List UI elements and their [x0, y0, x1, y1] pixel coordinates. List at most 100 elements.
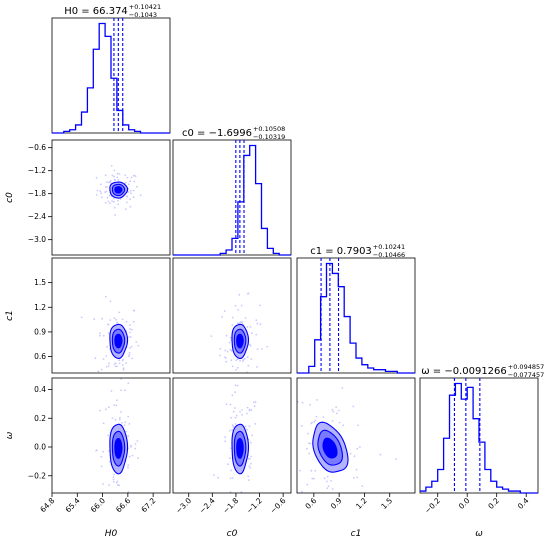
sample-point: [113, 197, 115, 200]
y-tick-label-c0: −0.6: [28, 143, 46, 152]
sample-point: [311, 376, 313, 378]
sample-point: [234, 391, 237, 394]
histogram-c0: [173, 144, 291, 256]
sample-point: [235, 369, 237, 371]
sample-point: [118, 311, 121, 314]
title-plus-H0: +0.10421: [129, 3, 161, 11]
sample-point: [259, 323, 262, 326]
sample-point: [128, 336, 130, 338]
sample-point: [80, 316, 83, 319]
contour-inner: [322, 437, 338, 459]
sample-point: [119, 198, 122, 200]
sample-point: [108, 362, 110, 365]
sample-point: [266, 345, 269, 348]
contour-inner: [114, 186, 123, 194]
sample-point: [130, 192, 132, 195]
sample-point: [121, 318, 124, 321]
sample-point: [395, 458, 397, 460]
sample-point: [120, 411, 122, 413]
sample-point: [230, 349, 233, 352]
panel-content: [297, 376, 397, 518]
sample-point: [213, 474, 215, 476]
sample-point: [244, 425, 247, 428]
sample-point: [240, 491, 243, 493]
sample-point: [297, 400, 299, 403]
sample-point: [96, 189, 99, 192]
sample-point: [248, 497, 250, 499]
sample-point: [248, 465, 251, 468]
title-plus-c1: +0.10241: [373, 243, 405, 251]
sample-point: [133, 174, 136, 177]
sample-point: [229, 403, 232, 406]
sample-point: [128, 353, 131, 356]
sample-point: [335, 406, 337, 408]
sample-point: [246, 412, 248, 415]
sample-point: [249, 325, 252, 328]
sample-point: [130, 444, 133, 447]
sample-point: [113, 169, 116, 172]
sample-point: [252, 401, 255, 404]
sample-point: [135, 341, 138, 343]
panel-H0-w: [51, 377, 171, 494]
y-tick-label-c0: −2.4: [28, 212, 46, 221]
sample-point: [117, 179, 120, 181]
sample-point: [123, 424, 126, 427]
sample-point: [359, 446, 361, 448]
sample-point: [314, 419, 317, 422]
sample-point: [116, 172, 119, 175]
sample-point: [225, 360, 228, 363]
y-tick-label-c0: −1.2: [28, 166, 46, 175]
panel-c0-c1: [172, 257, 292, 374]
sample-point: [250, 358, 253, 360]
sample-point: [114, 214, 116, 216]
sample-point: [330, 516, 332, 518]
sample-point: [124, 174, 127, 177]
sample-point: [239, 411, 241, 413]
sample-point: [129, 180, 132, 183]
sample-point: [247, 292, 250, 295]
sample-point: [330, 480, 332, 482]
sample-point: [254, 401, 257, 403]
sample-point: [116, 176, 119, 179]
sample-point: [234, 384, 237, 387]
panel-frame: [51, 377, 171, 494]
sample-point: [231, 324, 234, 327]
contour-inner: [114, 333, 123, 349]
sample-point: [314, 469, 317, 472]
sample-point: [121, 422, 123, 424]
x-tick-label-c0: −2.4: [198, 496, 217, 515]
sample-point: [109, 181, 112, 184]
histogram-c1: [297, 262, 415, 374]
histogram-H0: [52, 22, 170, 134]
sample-point: [313, 477, 315, 480]
histogram-w: [420, 382, 538, 494]
panel-bg: [173, 258, 291, 373]
sample-point: [129, 189, 132, 192]
sample-point: [336, 412, 338, 415]
sample-point: [115, 318, 117, 321]
sample-point: [322, 416, 325, 418]
x-axis-label-c1: c1: [351, 529, 362, 539]
sample-point: [326, 487, 329, 490]
sample-point: [116, 322, 119, 325]
sample-point: [231, 424, 234, 427]
sample-point: [106, 181, 108, 184]
sample-point: [299, 469, 301, 472]
x-tick-label-w: 0.4: [516, 496, 531, 511]
x-tick-label-H0: 67.2: [139, 496, 157, 514]
sample-point: [306, 483, 309, 486]
sample-point: [127, 382, 130, 384]
sample-point: [310, 469, 313, 472]
sample-point: [231, 477, 234, 479]
sample-point: [99, 332, 101, 335]
sample-point: [224, 436, 227, 438]
sample-point: [217, 476, 220, 479]
sample-point: [307, 432, 309, 435]
sample-point: [95, 194, 98, 196]
sample-point: [241, 409, 243, 411]
sample-point: [301, 401, 304, 404]
sample-point: [305, 447, 308, 450]
sample-point: [106, 323, 109, 326]
y-axis-label-c0: c0: [5, 192, 15, 203]
x-tick-label-H0: 65.4: [64, 496, 82, 514]
